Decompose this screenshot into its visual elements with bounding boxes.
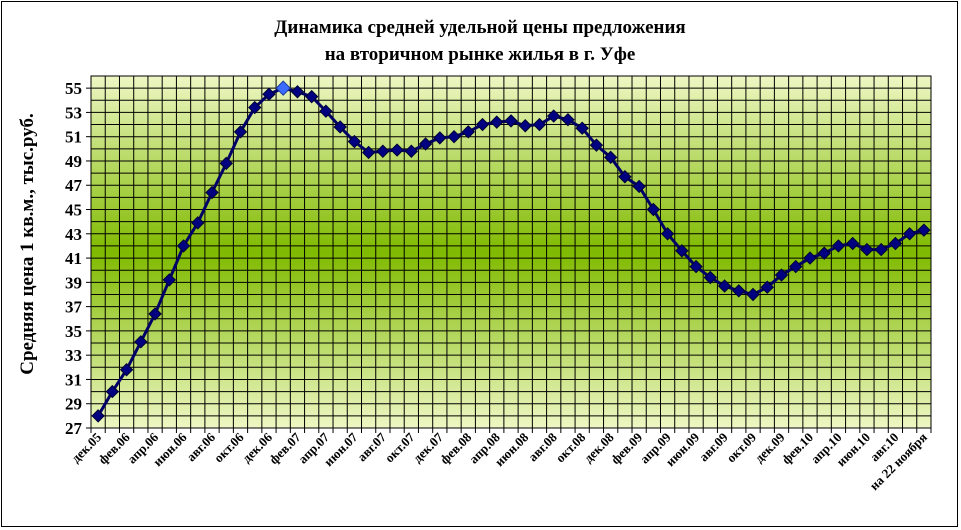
data-point <box>547 109 561 123</box>
data-point <box>304 89 319 104</box>
data-point <box>233 125 248 139</box>
chart-title-line-2: на вторичном рынке жилья в г. Уфе <box>325 44 636 65</box>
data-point <box>518 119 532 133</box>
data-point <box>774 268 789 282</box>
x-tick-label: авг.09 <box>696 429 731 464</box>
x-tick-label: фев.10 <box>779 430 817 468</box>
y-tick-label: 29 <box>65 395 82 414</box>
x-tick-label: окт.07 <box>382 429 418 465</box>
data-point <box>760 280 774 294</box>
data-point <box>361 145 376 160</box>
x-tick-label: фев.09 <box>608 429 646 467</box>
data-point <box>347 134 362 149</box>
data-point-peak <box>275 80 291 96</box>
y-axis-ticks: 27 29 31 33 35 37 39 41 43 45 47 49 51 53 55 <box>65 79 91 438</box>
data-point <box>561 112 575 127</box>
data-point <box>675 244 689 258</box>
data-point <box>789 259 803 274</box>
x-axis-ticks: дек.05фев.06апр.06июн.06авг.06окт.06дек.… <box>68 428 932 493</box>
data-point <box>660 227 675 241</box>
y-tick-label: 31 <box>65 370 82 389</box>
data-point <box>532 117 547 132</box>
data-point <box>504 114 518 128</box>
y-tick-label: 39 <box>65 273 82 292</box>
data-point <box>262 87 276 101</box>
data-point <box>831 239 846 253</box>
data-point <box>803 251 817 265</box>
plot-border <box>90 75 932 429</box>
data-point <box>333 120 347 134</box>
y-tick-label: 27 <box>65 419 83 438</box>
x-tick-label: авг.07 <box>354 429 389 464</box>
data-point <box>646 202 661 217</box>
data-point <box>874 242 888 257</box>
series-price <box>91 80 931 423</box>
data-point <box>475 117 490 132</box>
data-point <box>632 179 646 194</box>
x-tick-label: авг.06 <box>183 429 218 464</box>
x-tick-label: фев.07 <box>266 429 304 467</box>
data-point <box>418 137 433 151</box>
data-point <box>603 150 618 165</box>
data-point <box>732 284 746 298</box>
plot-area <box>91 76 931 428</box>
x-tick-label: окт.08 <box>552 429 588 465</box>
data-point <box>902 227 917 241</box>
x-tick-label: авг.08 <box>525 429 560 464</box>
x-tick-label: фев.06 <box>95 429 133 467</box>
y-tick-label: 53 <box>65 103 82 122</box>
y-tick-label: 33 <box>65 346 82 365</box>
chart-title-line-1: Динамика средней удельной цены предложен… <box>274 17 685 38</box>
x-tick-label: окт.06 <box>211 429 247 465</box>
data-point <box>376 144 390 158</box>
data-point <box>219 156 233 171</box>
data-point <box>447 129 461 144</box>
y-tick-label: 35 <box>65 322 82 341</box>
data-point <box>134 335 148 349</box>
x-tick-label: фев.08 <box>437 429 475 467</box>
data-point <box>176 239 191 253</box>
data-point <box>717 279 732 293</box>
data-point <box>461 125 475 139</box>
data-point <box>319 104 333 118</box>
data-point <box>162 273 177 287</box>
data-point <box>618 170 632 184</box>
data-point <box>290 85 305 99</box>
data-point <box>248 100 262 115</box>
data-point <box>390 143 404 157</box>
data-point <box>888 236 903 251</box>
y-tick-label: 43 <box>65 225 82 244</box>
data-point <box>490 115 504 129</box>
x-tick-label: окт.09 <box>723 429 759 465</box>
y-tick-label: 41 <box>65 249 82 268</box>
data-point <box>845 236 860 251</box>
data-point <box>404 144 419 158</box>
y-tick-label: 55 <box>65 79 82 98</box>
y-axis-label: Средняя цена 1 кв.м., тыс.руб. <box>17 113 38 374</box>
data-point <box>433 131 447 145</box>
data-point <box>105 384 120 399</box>
data-point <box>91 409 105 423</box>
data-point <box>689 259 703 274</box>
y-tick-label: 49 <box>65 152 82 171</box>
data-point <box>917 223 931 237</box>
data-point <box>703 270 718 285</box>
y-tick-label: 37 <box>65 298 83 317</box>
data-point <box>119 363 134 377</box>
data-point <box>746 287 760 302</box>
y-tick-label: 45 <box>65 201 82 220</box>
data-point <box>860 242 874 257</box>
data-point <box>205 185 219 200</box>
y-tick-label: 47 <box>65 176 83 195</box>
data-point <box>575 121 589 135</box>
data-point <box>589 138 604 152</box>
data-point <box>148 307 162 321</box>
y-tick-label: 51 <box>65 128 82 147</box>
data-point <box>817 246 831 260</box>
data-point <box>191 216 205 230</box>
